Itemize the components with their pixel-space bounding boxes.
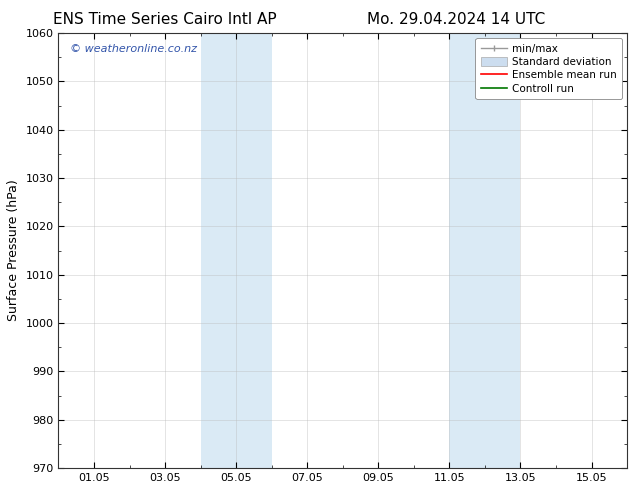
Bar bbox=[485, 33, 521, 468]
Y-axis label: Surface Pressure (hPa): Surface Pressure (hPa) bbox=[7, 180, 20, 321]
Legend: min/max, Standard deviation, Ensemble mean run, Controll run: min/max, Standard deviation, Ensemble me… bbox=[476, 38, 622, 99]
Bar bbox=[236, 33, 272, 468]
Text: © weatheronline.co.nz: © weatheronline.co.nz bbox=[70, 44, 197, 54]
Bar bbox=[450, 33, 485, 468]
Bar bbox=[200, 33, 236, 468]
Text: ENS Time Series Cairo Intl AP: ENS Time Series Cairo Intl AP bbox=[53, 12, 276, 27]
Text: Mo. 29.04.2024 14 UTC: Mo. 29.04.2024 14 UTC bbox=[367, 12, 546, 27]
